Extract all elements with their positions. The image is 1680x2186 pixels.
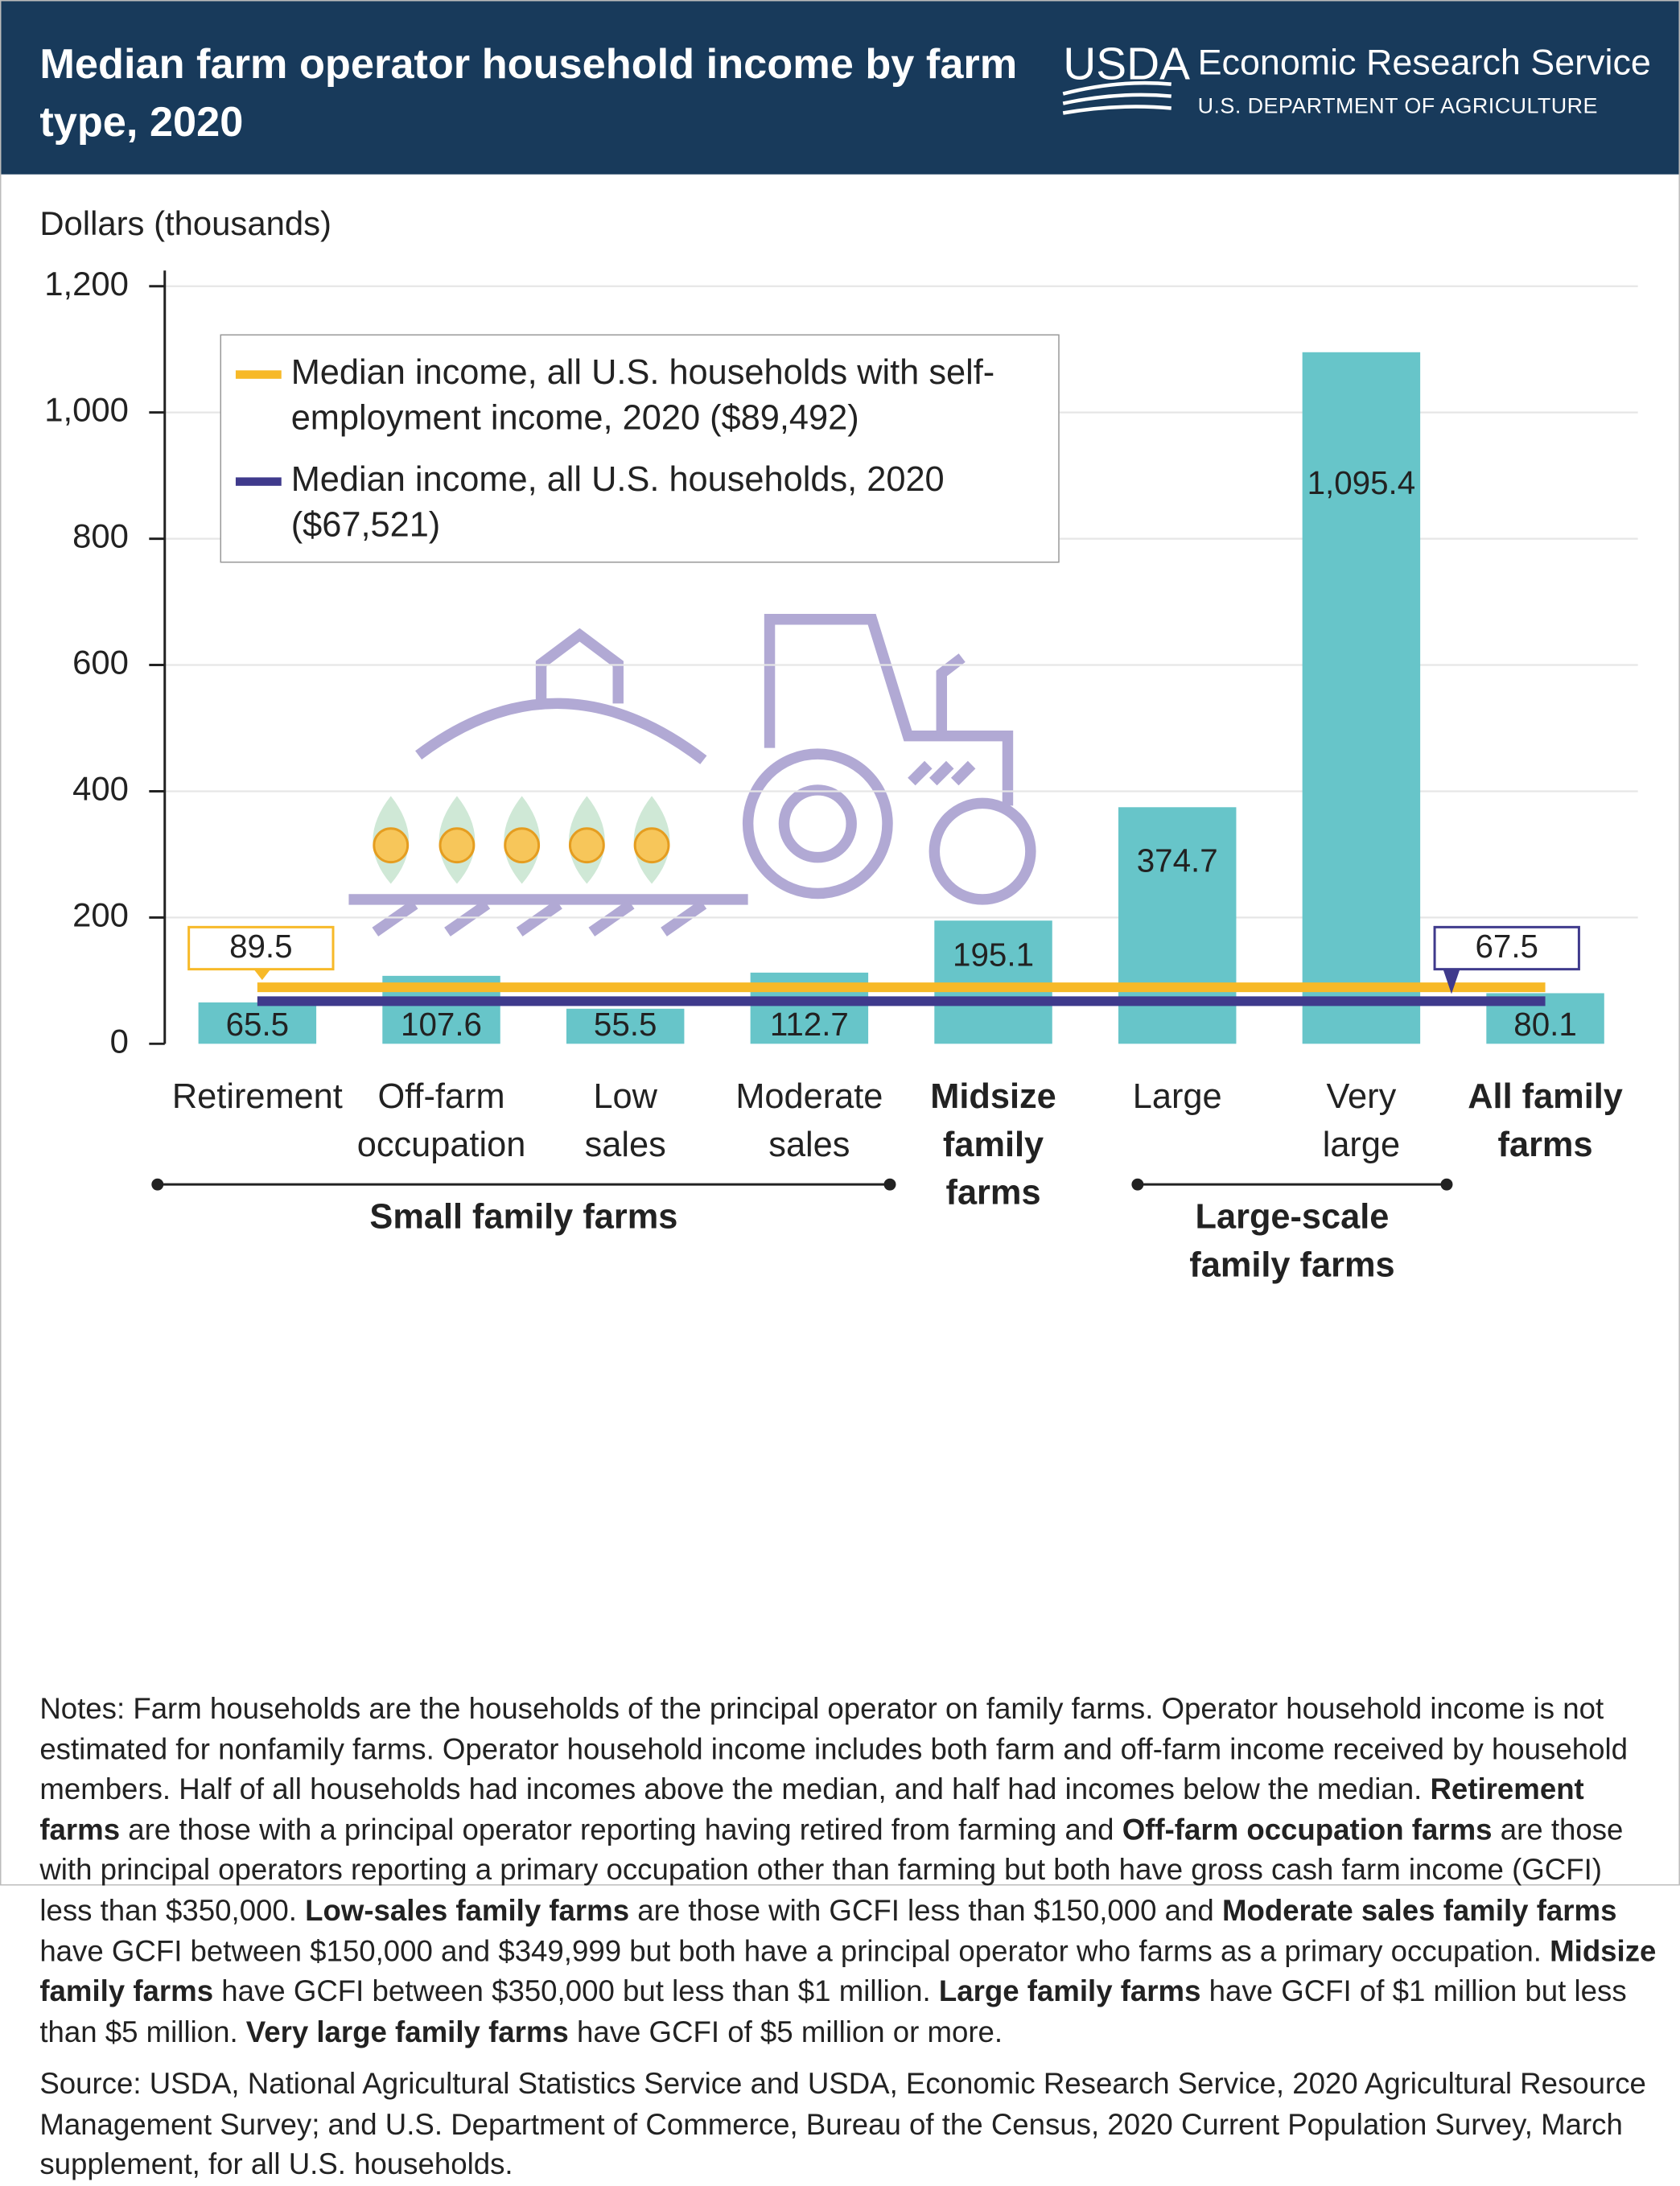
value-label: 112.7 xyxy=(770,1006,849,1043)
bar xyxy=(566,1008,685,1044)
x-tick-label: All family farms xyxy=(1468,1078,1623,1165)
value-label: 55.5 xyxy=(594,1006,657,1043)
x-tick-line: sales xyxy=(768,1126,850,1164)
x-tick-label: Moderate sales xyxy=(735,1078,883,1165)
y-tick-label: 600 xyxy=(72,644,129,681)
value-label: 374.7 xyxy=(1137,842,1218,879)
x-tick-label: Low sales xyxy=(585,1078,666,1165)
legend-label: Median income, all U.S. households with … xyxy=(290,353,995,438)
y-tick-label: 800 xyxy=(72,517,129,555)
x-tick-line: Low xyxy=(593,1078,657,1117)
bar xyxy=(198,1002,317,1044)
x-tick-line: Large xyxy=(1133,1078,1222,1117)
y-tick-label: 1,200 xyxy=(44,265,129,303)
x-tick-label: Very large xyxy=(1323,1078,1400,1165)
note-text: Retirement farms xyxy=(39,1773,1584,1847)
group-label: Large-scale family farms xyxy=(1189,1198,1394,1285)
callout-box xyxy=(187,925,335,971)
logo-swoosh xyxy=(1062,80,1171,115)
title: Median farm operator household income by… xyxy=(39,40,1018,146)
x-tick-line: Retirement xyxy=(172,1078,343,1117)
note-text: have GCFI between $350,000 but less than… xyxy=(213,1975,939,2009)
x-tick-line: All family xyxy=(1468,1078,1623,1117)
value-label: 80.1 xyxy=(1513,1006,1577,1043)
x-tick-line: sales xyxy=(585,1126,666,1164)
y-tick-label: 1,000 xyxy=(44,391,129,429)
group-line: Small family farms xyxy=(369,1198,677,1237)
callout-box xyxy=(1433,925,1580,971)
group-dot xyxy=(1131,1178,1144,1191)
group-dot xyxy=(151,1178,164,1191)
callout-pointer xyxy=(1443,969,1460,994)
group-dot xyxy=(883,1178,896,1191)
y-tick-label: 400 xyxy=(72,769,129,807)
agency: Economic Research Service xyxy=(1197,43,1651,84)
source: Source: USDA, National Agricultural Stat… xyxy=(39,2068,1646,2182)
note-text: Large family farms xyxy=(938,1975,1201,2009)
value-label: 195.1 xyxy=(953,936,1034,973)
y-axis-label: Dollars (thousands) xyxy=(39,204,331,242)
x-tick-line: occupation xyxy=(357,1126,526,1164)
chart: USDA Dollars (thousands) 0 200 400 600 800 1,0… xyxy=(0,0,1680,1886)
callout-label: 89.5 xyxy=(229,928,293,965)
legend-label: Median income, all U.S. households, 2020… xyxy=(290,460,945,545)
department: U.S. DEPARTMENT OF AGRICULTURE xyxy=(1197,93,1598,118)
legend-swatch xyxy=(235,370,282,379)
note-text: have GCFI between $150,000 and $349,999 … xyxy=(39,1935,1550,1969)
note-text: Very large family farms xyxy=(245,2016,569,2049)
callout-label: 67.5 xyxy=(1475,928,1538,965)
bar xyxy=(1302,352,1421,1044)
x-tick-label: Midsize family farms xyxy=(930,1078,1056,1213)
group-line: family farms xyxy=(1189,1246,1394,1285)
x-tick-label: Retirement xyxy=(172,1078,343,1117)
note-text: have GCFI of $5 million or more. xyxy=(568,2016,1003,2049)
coin-leaves xyxy=(373,796,670,884)
group-dot xyxy=(1440,1178,1453,1191)
x-tick-line: Midsize xyxy=(930,1078,1056,1117)
notes: Notes: Farm households are the household… xyxy=(39,1690,1657,2053)
legend-swatch xyxy=(235,477,282,486)
note-text: Low-sales family farms xyxy=(305,1895,630,1928)
x-tick-line: Moderate xyxy=(735,1078,883,1117)
x-tick-line: farms xyxy=(1498,1126,1593,1164)
bar xyxy=(934,920,1052,1044)
x-tick-line: Very xyxy=(1327,1078,1397,1117)
x-tick-label: Off-farm occupation xyxy=(357,1078,526,1165)
note-text: Notes: Farm households are the household… xyxy=(39,1693,1628,1807)
farm-illustration xyxy=(348,613,1036,937)
value-label: 1,095.4 xyxy=(1307,464,1416,501)
note-text: are those with GCFI less than $150,000 a… xyxy=(629,1895,1222,1928)
group-label: Small family farms xyxy=(369,1198,677,1237)
logo: USDA xyxy=(1063,39,1190,90)
x-tick-line: large xyxy=(1323,1126,1400,1164)
note-text: are those with a principal operator repo… xyxy=(120,1814,1122,1847)
value-label: 107.6 xyxy=(401,1006,482,1043)
y-tick-label: 0 xyxy=(110,1022,129,1060)
y-tick-label: 200 xyxy=(72,895,129,933)
callout-pointer xyxy=(253,969,271,981)
x-tick-line: farms xyxy=(946,1174,1041,1212)
value-label: 65.5 xyxy=(226,1006,290,1043)
legend: Median income, all U.S. households with … xyxy=(220,334,1060,563)
x-tick-line: family xyxy=(943,1126,1044,1164)
x-tick-line: Off-farm xyxy=(377,1078,504,1117)
header-band xyxy=(0,0,1680,175)
note-text: Off-farm occupation farms xyxy=(1122,1814,1493,1847)
note-text: Moderate sales family farms xyxy=(1221,1895,1617,1928)
group-line: Large-scale xyxy=(1196,1198,1390,1237)
x-tick-label: Large xyxy=(1133,1078,1222,1117)
